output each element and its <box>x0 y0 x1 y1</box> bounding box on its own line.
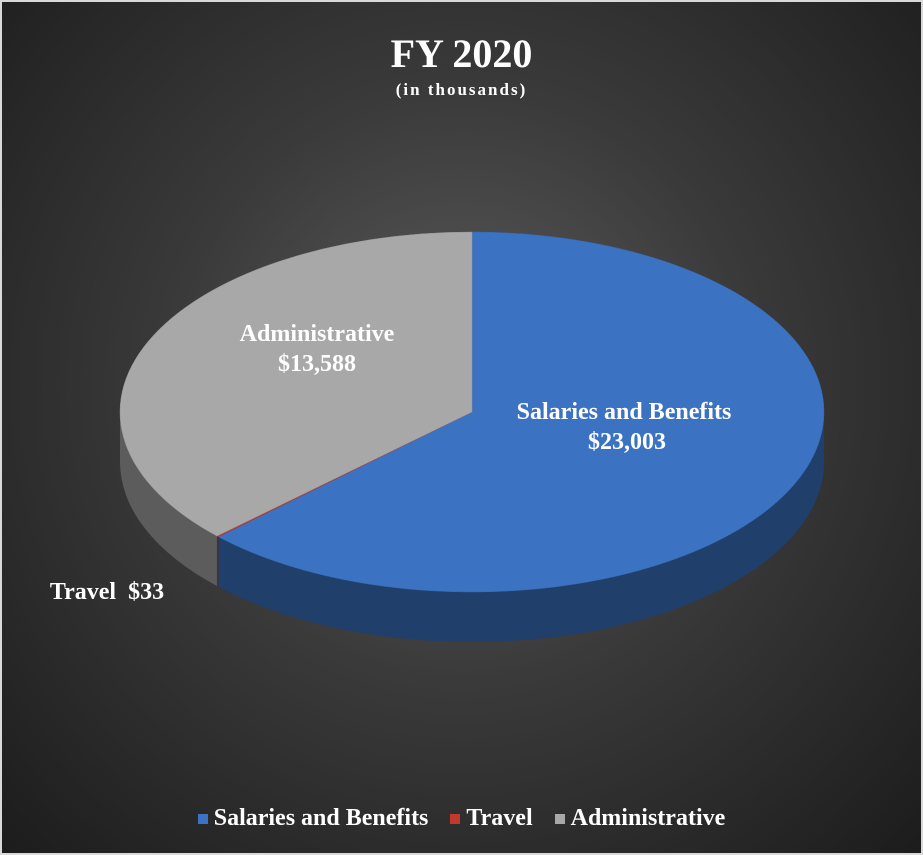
chart-subtitle: (in thousands) <box>395 80 528 99</box>
data-label-value: $33 <box>128 579 165 605</box>
legend-swatch <box>197 813 208 824</box>
data-label: Travel $33 <box>7 577 207 607</box>
data-label-value: $13,588 <box>278 351 356 377</box>
data-label: Salaries and Benefits $23,003 <box>515 397 740 457</box>
legend-swatch <box>450 813 461 824</box>
slice <box>119 231 473 537</box>
legend-item: Administrative <box>554 805 726 832</box>
legend-label: Administrative <box>570 805 726 831</box>
data-label-category: Travel <box>49 579 117 605</box>
data-label-category: Salaries and Benefits <box>516 399 732 425</box>
data-label-value: $23,003 <box>588 429 666 455</box>
chart-title: FY 2020 <box>390 31 533 76</box>
legend-swatch <box>554 813 565 824</box>
legend-label: Travel <box>466 805 533 831</box>
legend-label: Salaries and Benefits <box>213 805 429 831</box>
legend-item: Salaries and Benefits <box>197 805 429 832</box>
data-label-category: Administrative <box>239 321 395 347</box>
legend: Salaries and Benefits Travel Administrativ… <box>2 805 921 832</box>
slice-side <box>216 536 219 587</box>
slice <box>217 231 825 593</box>
data-label: Administrative $13,588 <box>207 319 427 379</box>
slice-side <box>120 412 217 587</box>
legend-item: Travel <box>450 805 533 832</box>
